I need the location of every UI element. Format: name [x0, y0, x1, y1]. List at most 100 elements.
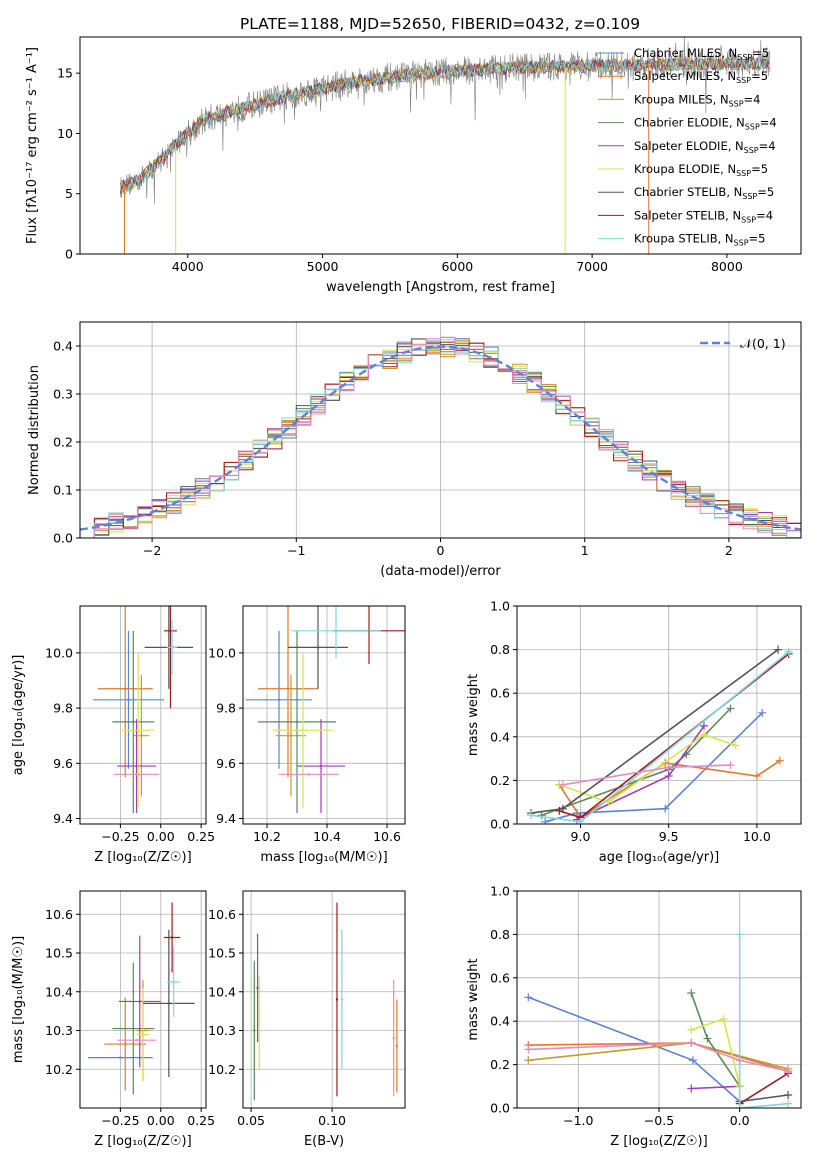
weight-line-salpeter-stelib: [739, 1072, 789, 1105]
y-tick-label: 10.2: [208, 1062, 236, 1077]
data-point: [286, 687, 290, 690]
data-point: [124, 1042, 127, 1046]
plot-area: [120, 37, 771, 254]
y-tick-label: 0.8: [490, 642, 510, 657]
weight-marker: [758, 708, 767, 717]
x-tick-label: −0.25: [101, 1113, 139, 1128]
weight-line-chabrier-elodie: [541, 707, 731, 817]
data-point: [136, 728, 140, 732]
y-tick-label: 10.6: [45, 907, 73, 922]
data-point: [169, 629, 172, 633]
data-point: [140, 734, 143, 737]
x-tick-label: −0.5: [644, 1113, 674, 1128]
data-point: [132, 720, 135, 724]
weight-marker: [537, 811, 546, 820]
weight-marker: [775, 756, 784, 765]
plot-area: [253, 902, 399, 1101]
weight-marker: [687, 1038, 696, 1047]
weight-marker: [752, 772, 761, 781]
y-tick-label: 10: [57, 126, 73, 141]
histogram-pink: [80, 336, 801, 538]
x-axis-label: age [log₁₀(age/yr)]: [599, 850, 720, 865]
y-axis-label: mass [log₁₀(M/M☉)]: [11, 936, 26, 1063]
y-tick-label: 1.0: [490, 884, 510, 899]
data-point: [258, 1021, 261, 1024]
weight-marker: [555, 806, 564, 815]
histogram-kroupa-stelib: [80, 339, 801, 538]
weight-marker: [524, 993, 533, 1002]
x-tick-label: −2: [143, 543, 161, 558]
weight-marker: [524, 1056, 533, 1065]
weight-vs-age-panel: 9.0 9.5 10.0 0.0 0.2 0.4 0.6 0.8 1.0 age [log₁₀(a…: [466, 599, 802, 865]
x-tick-label: 10.0: [743, 829, 771, 844]
residuals-panel: −2 −1 0 1 2 0.0 0.1 0.2 0.3 0.4 (data-model)/error…: [27, 321, 802, 579]
data-point: [289, 734, 293, 737]
axes: 10.2 10.4 10.6 9.4 9.6 9.8 10.0 mass [log₁₀(M/M…: [208, 605, 406, 865]
y-tick-label: 0.6: [490, 686, 510, 701]
x-tick-label: 0.00: [147, 1113, 175, 1128]
legend-label: Salpeter ELODIE, NSSP=4: [634, 139, 776, 155]
data-point: [132, 1027, 135, 1030]
legend-label: Kroupa ELODIE, NSSP=5: [634, 162, 768, 178]
legend-label: 𝒩(0, 1): [740, 336, 786, 351]
weight-marker: [558, 780, 567, 789]
y-tick-label: 0.2: [490, 1057, 510, 1072]
axes: −2 −1 0 1 2 0.0 0.1 0.2 0.3 0.4 (data-model)/error…: [27, 321, 802, 579]
y-tick-label: 15: [57, 66, 73, 81]
y-tick-label: 10.5: [45, 946, 73, 961]
legend-label: Salpeter MILES, NSSP=5: [634, 69, 768, 85]
data-point: [316, 646, 320, 649]
weight-marker: [527, 811, 536, 820]
weight-marker: [699, 730, 708, 739]
weight-marker: [661, 804, 670, 813]
x-axis-label: Z [log₁₀(Z/Z☉)]: [94, 1134, 191, 1149]
x-tick-label: 0.25: [187, 1113, 215, 1128]
legend-label: Chabrier ELODIE, NSSP=4: [634, 116, 777, 132]
y-tick-label: 0.4: [490, 1014, 510, 1029]
x-tick-label: 10.2: [253, 829, 281, 844]
data-point: [395, 1044, 399, 1048]
y-tick-label: 9.4: [53, 811, 73, 826]
x-tick-label: −1.0: [563, 1113, 593, 1128]
data-point: [295, 720, 299, 724]
weight-marker: [719, 1015, 728, 1024]
data-point: [141, 1033, 145, 1036]
weight-marker: [687, 988, 696, 997]
figure-title: PLATE=1188, MJD=52650, FIBERID=0432, z=0…: [240, 15, 640, 33]
spectrum-panel: 4000 5000 6000 7000 8000 0 5 10 15 wavelength [An…: [25, 36, 802, 295]
y-tick-label: 10.0: [45, 645, 73, 660]
weight-marker: [524, 1045, 533, 1054]
x-tick-label: 0.0: [730, 1113, 750, 1128]
weight-marker: [735, 1104, 744, 1108]
x-tick-label: 7000: [576, 259, 608, 274]
y-tick-label: 10.4: [208, 984, 236, 999]
y-tick-label: 5: [65, 186, 73, 201]
y-tick-label: 1.0: [490, 599, 510, 614]
x-axis-label: mass [log₁₀(M/M☉)]: [260, 850, 387, 865]
mass-vs-z-panel: −0.25 0.00 0.25 10.2 10.3 10.4 10.5 10.6 Z [log₁…: [11, 890, 215, 1149]
axes-frame: [79, 605, 207, 825]
histogram-salpeter-stelib: [80, 341, 801, 538]
axes-frame: [242, 605, 406, 825]
y-axis-label: Flux [fλ10⁻¹⁷ erg cm⁻² s⁻¹ A⁻¹]: [25, 47, 40, 244]
weight-marker: [735, 1056, 744, 1065]
data-point: [335, 998, 339, 1001]
axes-frame: [242, 890, 406, 1109]
weight-marker: [735, 930, 744, 939]
weight-marker: [688, 1056, 697, 1065]
data-point: [170, 646, 174, 649]
weight-marker: [726, 704, 735, 713]
x-axis-label: wavelength [Angstrom, rest frame]: [326, 280, 555, 295]
legend-label: Kroupa MILES, NSSP=4: [634, 92, 760, 108]
data-point: [135, 1038, 138, 1042]
x-tick-label: 2: [725, 543, 733, 558]
y-axis-label: mass weight: [466, 674, 481, 756]
axes-frame: [79, 890, 207, 1109]
legend-label: Chabrier MILES, NSSP=5: [634, 46, 769, 62]
x-tick-label: 0.00: [147, 829, 175, 844]
plot-area: [246, 606, 405, 813]
x-tick-label: 9.5: [659, 829, 679, 844]
y-tick-label: 10.4: [45, 984, 73, 999]
y-tick-label: 0.0: [490, 817, 510, 832]
